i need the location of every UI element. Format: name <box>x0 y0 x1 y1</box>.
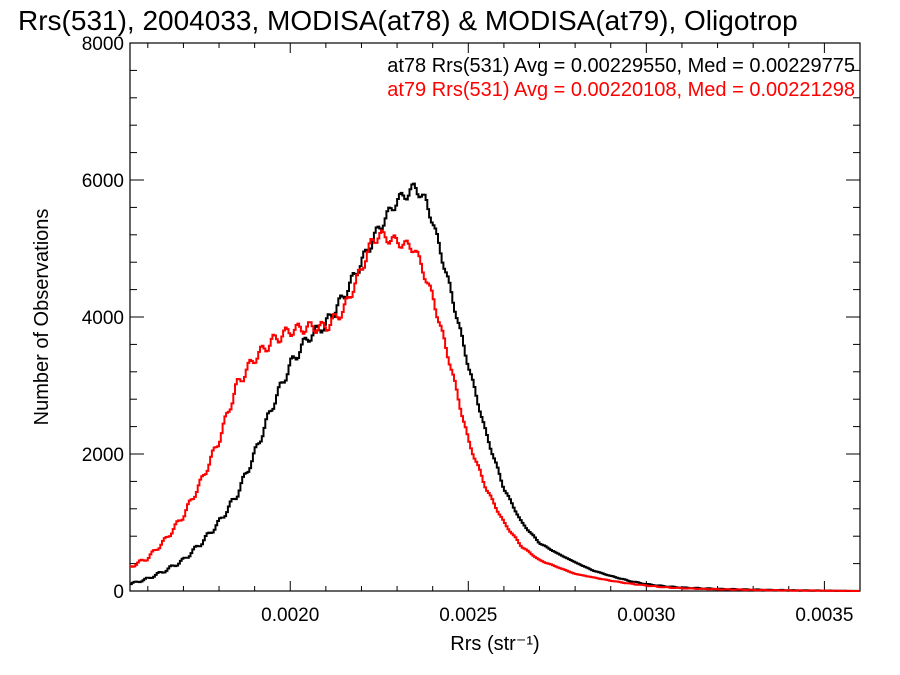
legend-at79: at79 Rrs(531) Avg = 0.00220108, Med = 0.… <box>387 79 855 101</box>
axis-ticks: 0.0020 0.0025 0.0030 0.0035 0 2000 4000 6000 800… <box>82 34 861 626</box>
legend-at78: at78 Rrs(531) Avg = 0.00229550, Med = 0.… <box>387 55 855 77</box>
y-axis-label: Number of Observations <box>31 209 53 426</box>
histogram-series-1 <box>130 229 860 592</box>
y-tick-label: 8000 <box>82 34 124 55</box>
data-series <box>130 182 860 592</box>
y-tick-label: 2000 <box>82 445 124 466</box>
x-tick-label: 0.0025 <box>439 605 497 626</box>
chart-title: Rrs(531), 2004033, MODISA(at78) & MODISA… <box>18 5 798 36</box>
histogram-series-0 <box>130 182 860 592</box>
y-tick-label: 0 <box>113 582 124 603</box>
x-axis-label: Rrs (str⁻¹) <box>450 633 539 655</box>
y-tick-label: 4000 <box>82 308 124 329</box>
y-tick-label: 6000 <box>82 171 124 192</box>
x-tick-label: 0.0035 <box>795 605 853 626</box>
x-tick-label: 0.0030 <box>617 605 675 626</box>
x-tick-label: 0.0020 <box>261 605 319 626</box>
